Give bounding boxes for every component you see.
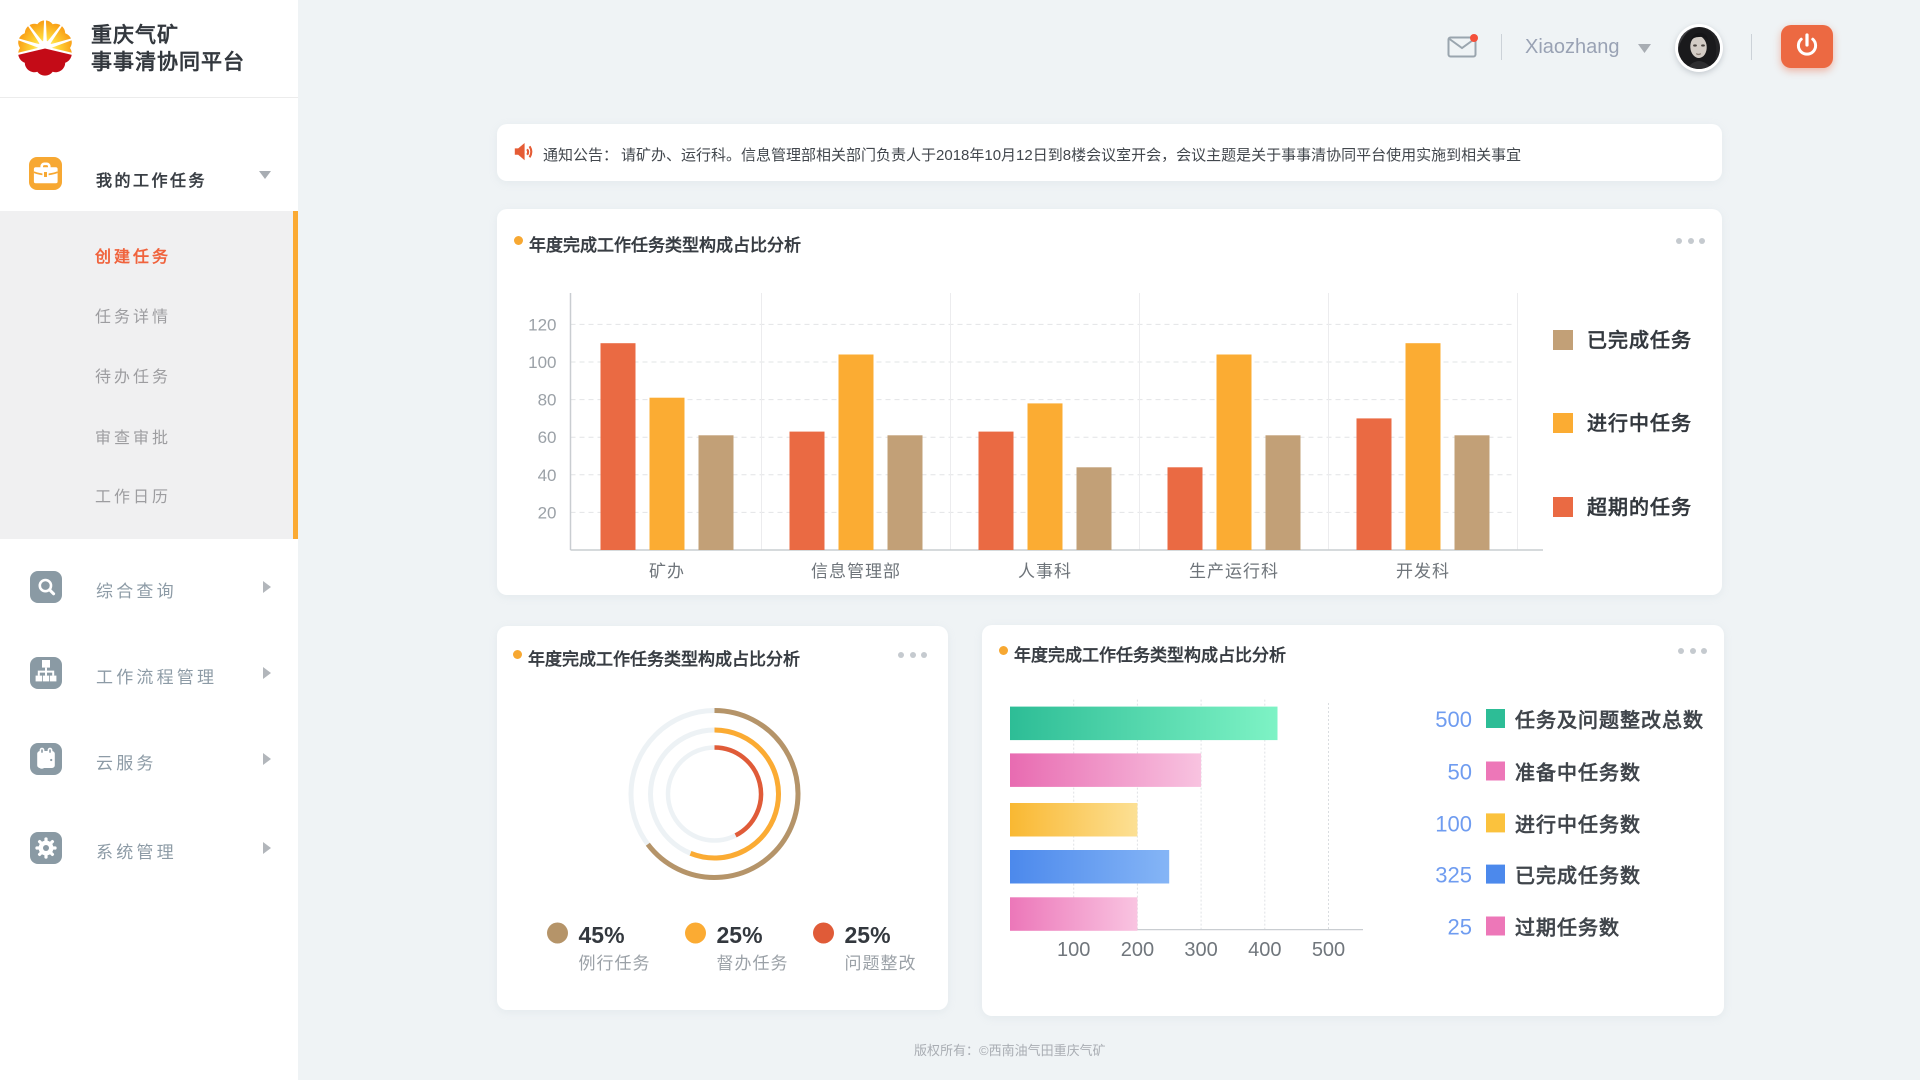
svg-text:50: 50 — [1448, 760, 1472, 785]
svg-text:已完成任务数: 已完成任务数 — [1515, 864, 1641, 888]
svg-text:25: 25 — [1448, 915, 1472, 940]
svg-text:过期任务数: 过期任务数 — [1515, 916, 1620, 940]
svg-text:督办任务: 督办任务 — [717, 954, 789, 973]
svg-text:40: 40 — [538, 466, 557, 485]
svg-text:进行中任务: 进行中任务 — [1587, 411, 1692, 435]
svg-text:开发科: 开发科 — [1396, 562, 1450, 581]
svg-text:120: 120 — [528, 315, 556, 334]
svg-text:准备中任务数: 准备中任务数 — [1515, 761, 1641, 785]
svg-text:25%: 25% — [717, 922, 763, 948]
svg-text:例行任务: 例行任务 — [579, 954, 651, 973]
svg-text:生产运行科: 生产运行科 — [1189, 562, 1279, 581]
svg-text:人事科: 人事科 — [1018, 562, 1072, 581]
svg-text:信息管理部: 信息管理部 — [811, 562, 901, 581]
svg-text:325: 325 — [1435, 863, 1472, 888]
svg-text:已完成任务: 已完成任务 — [1587, 328, 1692, 352]
svg-text:200: 200 — [1121, 939, 1154, 961]
svg-text:进行中任务数: 进行中任务数 — [1515, 812, 1641, 836]
svg-text:矿办: 矿办 — [649, 562, 685, 581]
svg-text:100: 100 — [528, 353, 556, 372]
svg-text:25%: 25% — [845, 922, 891, 948]
svg-text:任务及问题整改总数: 任务及问题整改总数 — [1514, 708, 1704, 732]
svg-text:45%: 45% — [579, 922, 625, 948]
svg-text:20: 20 — [538, 503, 557, 522]
svg-text:100: 100 — [1435, 811, 1472, 836]
svg-text:300: 300 — [1184, 939, 1217, 961]
svg-text:400: 400 — [1248, 939, 1281, 961]
svg-text:500: 500 — [1435, 707, 1472, 732]
svg-text:问题整改: 问题整改 — [845, 954, 917, 973]
svg-text:100: 100 — [1057, 939, 1090, 961]
svg-text:超期的任务: 超期的任务 — [1586, 495, 1692, 519]
svg-text:60: 60 — [538, 428, 557, 447]
svg-text:80: 80 — [538, 391, 557, 410]
svg-text:500: 500 — [1312, 939, 1345, 961]
